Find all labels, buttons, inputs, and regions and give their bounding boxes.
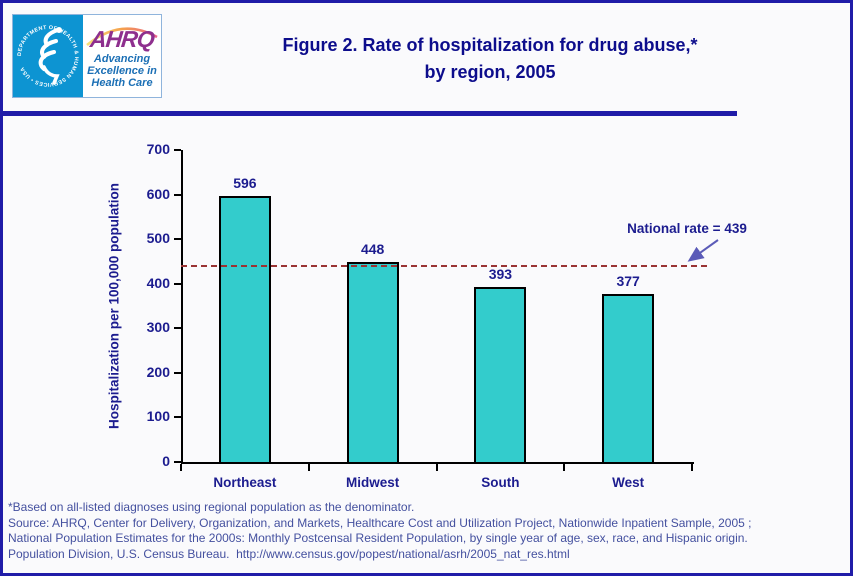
y-tick-label: 200 — [146, 363, 170, 380]
bar-value-label: 393 — [488, 265, 513, 282]
y-tick — [174, 282, 181, 285]
x-tick — [180, 464, 182, 471]
y-tick-label: 500 — [146, 230, 170, 247]
footnotes: *Based on all-listed diagnoses using reg… — [8, 500, 848, 562]
footnote-source-2: National Population Estimates for the 20… — [8, 531, 748, 545]
ahrq-tagline: Advancing Excellence in Health Care — [83, 53, 161, 89]
y-tick-label: 400 — [146, 274, 170, 291]
x-tick — [691, 464, 693, 471]
y-tick — [174, 149, 181, 151]
footnote-source-1: Source: AHRQ, Center for Delivery, Organ… — [8, 515, 752, 530]
x-tick — [435, 464, 438, 471]
figure-title: Figure 2. Rate of hospitalization for dr… — [180, 32, 800, 86]
tagline-line3: Health Care — [91, 77, 153, 89]
national-rate-line — [181, 265, 707, 268]
figure-title-line2: by region, 2005 — [424, 62, 556, 82]
bar-value-label: 377 — [616, 272, 640, 289]
y-axis-line — [181, 150, 183, 464]
x-category-label: Northeast — [213, 475, 277, 490]
y-tick — [174, 416, 181, 419]
y-tick — [174, 193, 181, 196]
arrow-icon — [687, 239, 719, 262]
x-tick — [307, 464, 310, 471]
hhs-logo-panel: DEPARTMENT OF HEALTH & HUMAN SERVICES • … — [13, 15, 83, 97]
bar-value-label: 596 — [233, 175, 257, 192]
national-rate-annotation: National rate = 439 — [627, 221, 747, 236]
y-tick-label: 0 — [162, 453, 170, 469]
tagline-line1: Advancing — [93, 53, 151, 65]
x-category-label: South — [481, 475, 520, 490]
header-divider — [0, 111, 737, 116]
footnote-asterisk: *Based on all-listed diagnoses using reg… — [8, 500, 415, 514]
bar-value-label: 448 — [360, 241, 385, 258]
x-axis-line — [181, 462, 694, 464]
ahrq-wordmark-panel: AHRQ Advancing Excellence in Health Care — [83, 15, 161, 97]
x-tick — [563, 464, 566, 471]
y-tick-label: 600 — [146, 185, 170, 202]
y-tick-label: 100 — [146, 408, 170, 425]
x-category-label: Midwest — [345, 475, 400, 490]
y-tick — [174, 371, 181, 374]
ahrq-arc-icon — [86, 27, 158, 47]
y-tick — [174, 238, 181, 241]
tagline-line2: Excellence in — [87, 65, 157, 77]
ahrq-logo: DEPARTMENT OF HEALTH & HUMAN SERVICES • … — [12, 14, 162, 98]
bar-south — [474, 286, 527, 464]
y-tick-label: 700 — [146, 141, 170, 157]
hhs-eagle-icon: DEPARTMENT OF HEALTH & HUMAN SERVICES • … — [17, 25, 79, 87]
y-tick — [174, 327, 181, 330]
bar-northeast — [218, 196, 271, 464]
y-tick-label: 300 — [146, 319, 170, 336]
bar-midwest — [346, 262, 399, 464]
figure-title-line1: Figure 2. Rate of hospitalization for dr… — [282, 35, 698, 55]
y-tick — [174, 461, 181, 463]
footnote-source-3: Population Division, U.S. Census Bureau.… — [8, 546, 570, 561]
bar-west — [602, 293, 655, 464]
x-category-label: West — [612, 475, 645, 490]
